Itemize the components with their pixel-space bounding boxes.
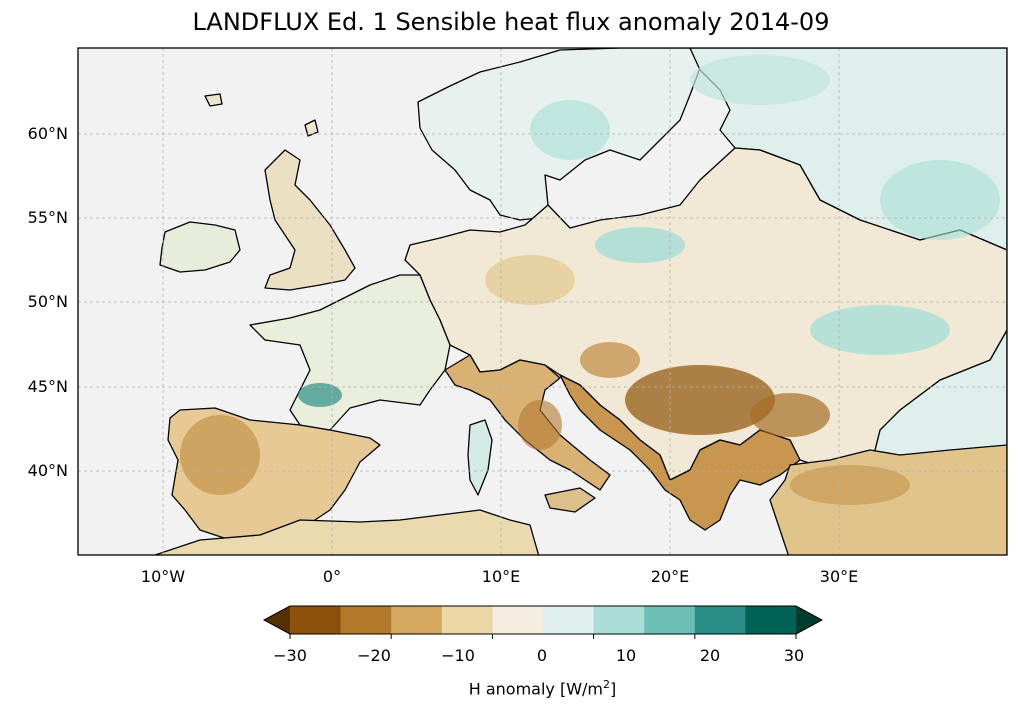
map-frame bbox=[77, 47, 1008, 556]
land-balkans bbox=[559, 374, 801, 531]
land-faroe bbox=[204, 93, 223, 107]
colorbar-label: H anomaly [W/m2] bbox=[468, 678, 617, 699]
colorbar-tick-label: −10 bbox=[441, 646, 475, 665]
land-ireland bbox=[159, 221, 241, 273]
land-corsica-sardinia bbox=[467, 419, 493, 496]
lon-label-10w: 10°W bbox=[140, 567, 186, 586]
lat-label-50n: 50°N bbox=[27, 292, 68, 311]
lat-label-45n: 45°N bbox=[27, 377, 68, 396]
lon-label-0: 0° bbox=[322, 567, 342, 586]
colorbar bbox=[262, 605, 824, 639]
gridlines bbox=[78, 48, 1007, 555]
lat-label-55n: 55°N bbox=[27, 208, 68, 227]
colorbar-tick-label: −30 bbox=[273, 646, 307, 665]
colorbar-bin bbox=[492, 606, 544, 634]
lon-label-10e: 10°E bbox=[481, 567, 521, 586]
land-shetland bbox=[304, 119, 319, 137]
colorbar-extend-low bbox=[264, 606, 290, 634]
colorbar-tick-label: 20 bbox=[699, 646, 721, 665]
anomaly-patches bbox=[180, 55, 1000, 505]
colorbar-bin bbox=[593, 606, 645, 634]
colorbar-bin bbox=[543, 606, 595, 634]
colorbar-bin bbox=[340, 606, 392, 634]
colorbar-bin bbox=[290, 606, 342, 634]
land-britain bbox=[264, 149, 356, 291]
colorbar-tick-label: 10 bbox=[615, 646, 637, 665]
colorbar-bin bbox=[391, 606, 443, 634]
lat-label-40n: 40°N bbox=[27, 461, 68, 480]
colorbar-tick-label: 0 bbox=[536, 646, 548, 665]
land-north-africa bbox=[152, 509, 540, 555]
colorbar-bin bbox=[644, 606, 696, 634]
colorbar-bin bbox=[441, 606, 493, 634]
colorbar-bin bbox=[694, 606, 746, 634]
lon-label-30e: 30°E bbox=[819, 567, 859, 586]
colorbar-tick-label: 30 bbox=[783, 646, 805, 665]
map-title: LANDFLUX Ed. 1 Sensible heat flux anomal… bbox=[192, 8, 830, 36]
lat-label-60n: 60°N bbox=[27, 124, 68, 143]
colorbar-bin bbox=[745, 606, 797, 634]
lon-label-20e: 20°E bbox=[650, 567, 690, 586]
colorbar-tick-label: −20 bbox=[357, 646, 391, 665]
colorbar-extend-high bbox=[796, 606, 822, 634]
land-sicily bbox=[544, 487, 596, 513]
